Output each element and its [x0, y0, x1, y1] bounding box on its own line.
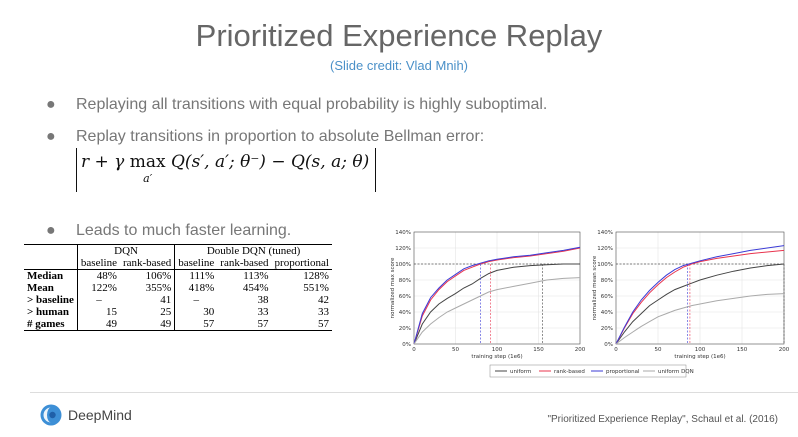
- y-tick-label: 120%: [395, 246, 411, 252]
- column-header: rank-based: [217, 257, 272, 270]
- y-tick-label: 60%: [601, 294, 613, 300]
- x-tick-label: 100: [492, 347, 503, 353]
- y-tick-label: 140%: [395, 230, 411, 236]
- formula-max-sub: a′: [143, 172, 153, 185]
- y-tick-label: 0%: [402, 342, 411, 348]
- x-tick-label: 0: [412, 347, 416, 353]
- table-row: # games 49 49 57 57 57: [24, 318, 332, 331]
- bullet-1: ● Replaying all transitions with equal pr…: [46, 96, 547, 114]
- x-axis-label: training step (1e6): [674, 354, 725, 360]
- series-line-proportional: [413, 246, 581, 345]
- y-tick-label: 40%: [399, 310, 411, 316]
- bullet-2-text: Replay transitions in proportion to abso…: [76, 128, 485, 145]
- y-tick-label: 140%: [597, 230, 613, 236]
- column-header: baseline: [76, 257, 120, 270]
- y-tick-label: 60%: [399, 294, 411, 300]
- series-line-rank-based: [413, 247, 581, 345]
- x-tick-label: 50: [452, 347, 459, 353]
- series-line-uniform: [413, 263, 580, 345]
- bullet-dot-icon: ●: [46, 96, 56, 113]
- bullet-3: ● Leads to much faster learning.: [46, 222, 291, 240]
- deepmind-logo: DeepMind: [40, 404, 132, 426]
- bullet-dot-icon: ●: [46, 128, 56, 145]
- table-row: > human 15 25 30 33 33: [27, 306, 329, 318]
- footer-divider: [30, 392, 798, 393]
- plot-frame: [413, 231, 581, 345]
- series-line-uniform-DQN: [615, 293, 785, 345]
- bullet-dot-icon: ●: [46, 222, 56, 239]
- legend-box: [489, 364, 687, 378]
- y-tick-label: 20%: [601, 326, 613, 332]
- chart-legend: uniform rank-based proportional uniform DQN: [489, 364, 694, 378]
- table-row: Mean 122% 355% 418% 454% 551%: [27, 282, 329, 294]
- legend-label: proportional: [606, 369, 640, 375]
- deepmind-logo-icon: [40, 404, 62, 426]
- results-table: DQN Double DQN (tuned) baseline rank-bas…: [24, 244, 332, 331]
- formula-part-1: r + γ: [81, 152, 130, 172]
- bullet-3-text: Leads to much faster learning.: [76, 222, 292, 239]
- y-tick-label: 80%: [601, 278, 613, 284]
- bullet-1-text: Replaying all transitions with equal pro…: [76, 96, 548, 113]
- bullet-2: ● Replay transitions in proportion to abs…: [46, 128, 484, 146]
- y-tick-label: 80%: [399, 278, 411, 284]
- column-header: proportional: [271, 257, 332, 270]
- y-tick-label: 100%: [395, 262, 411, 268]
- chart-panel-2: 0% 20% 40% 60% 80% 100% 120% 140% 0 50 100 150 200 tr…: [592, 230, 790, 360]
- learning-curves-figure: 0% 20% 40% 60% 80% 100% 120% 140% 0 50 100 150 200 tr…: [384, 226, 794, 389]
- series-line-rank-based: [615, 249, 785, 345]
- formula-max: max a′: [129, 152, 166, 185]
- x-tick-label: 200: [575, 347, 586, 353]
- y-tick-label: 40%: [601, 310, 613, 316]
- y-tick-label: 20%: [399, 326, 411, 332]
- x-tick-label: 0: [614, 347, 618, 353]
- group-header-double-dqn: Double DQN (tuned): [174, 244, 332, 257]
- group-header-dqn: DQN: [76, 244, 175, 257]
- series-line-uniform-DQN: [413, 277, 581, 345]
- x-tick-label: 100: [695, 347, 706, 353]
- bellman-error-formula: r + γ max a′ Q(s′, a′; θ⁻) − Q(s, a; θ): [76, 148, 377, 192]
- y-tick-label: 100%: [597, 262, 613, 268]
- x-tick-label: 50: [655, 347, 662, 353]
- formula-part-2: Q(s′, a′; θ⁻) − Q(s, a; θ): [165, 152, 370, 172]
- slide-subtitle: (Slide credit: Vlad Mnih): [330, 58, 468, 73]
- y-axis-label: normalized mean score: [592, 255, 598, 320]
- x-tick-label: 150: [533, 347, 544, 353]
- x-tick-label: 200: [779, 347, 790, 353]
- slide-title: Prioritized Experience Replay: [195, 18, 603, 53]
- chart-panel-1: 0% 20% 40% 60% 80% 100% 120% 140% 0 50 100 150 200 tr…: [390, 230, 586, 360]
- logo-text: DeepMind: [68, 407, 132, 423]
- y-tick-label: 120%: [597, 246, 613, 252]
- legend-label: uniform DQN: [658, 369, 694, 375]
- paper-citation: "Prioritized Experience Replay", Schaul …: [547, 414, 778, 425]
- legend-label: rank-based: [554, 369, 585, 375]
- learning-curves-svg: 0% 20% 40% 60% 80% 100% 120% 140% 0 50 100 150 200 tr…: [390, 230, 790, 378]
- legend-label: uniform: [510, 369, 531, 375]
- x-tick-label: 150: [737, 347, 748, 353]
- plot-frame: [615, 231, 785, 345]
- table-row: Median 48% 106% 111% 113% 128%: [27, 269, 329, 282]
- x-axis-label: training step (1e6): [471, 354, 522, 360]
- series-line-uniform: [615, 263, 785, 345]
- y-tick-label: 0%: [604, 342, 613, 348]
- y-axis-label: normalized max score: [390, 257, 396, 318]
- table-row: > baseline – 41 – 38 42: [27, 294, 329, 306]
- series-line-proportional: [615, 245, 785, 345]
- column-header: baseline: [174, 257, 218, 270]
- column-header: rank-based: [119, 257, 175, 270]
